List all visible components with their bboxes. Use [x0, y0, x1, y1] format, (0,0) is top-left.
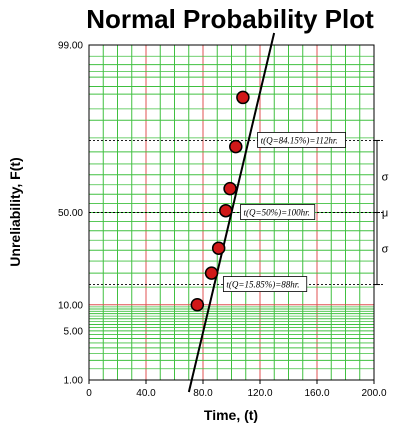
- annotation: t(Q=50%)=100hr.: [240, 204, 316, 220]
- side-label: μ: [382, 208, 388, 220]
- y-tick-label: 1.00: [64, 376, 84, 387]
- y-axis-label: Unreliability, F(t): [7, 157, 23, 266]
- annotation: t(Q=84.15%)=112hr.: [257, 132, 346, 148]
- x-tick-label: 200.0: [361, 388, 386, 399]
- x-tick-label: 0: [86, 388, 92, 399]
- sigma-mu-brackets: σ μ σ: [374, 139, 389, 286]
- side-label: σ: [382, 244, 389, 256]
- x-axis-label: Time, (t): [204, 407, 258, 423]
- y-axis-ticks: 1.00 5.00 10.00 50.00 99.00: [58, 41, 83, 387]
- y-tick-label: 99.00: [58, 41, 83, 52]
- x-axis-ticks: 0 40.0 80.0 120.0 160.0 200.0: [86, 380, 387, 399]
- annotation-text: t(Q=50%)=100hr.: [244, 208, 310, 218]
- side-label: σ: [382, 171, 389, 183]
- data-point: [229, 139, 243, 154]
- annotation-box: [222, 276, 308, 292]
- y-tick-label: 10.00: [58, 300, 83, 311]
- x-tick-label: 120.0: [247, 388, 272, 399]
- annotations: t(Q=84.15%)=112hr. t(Q=50%)=100hr. t(Q=15.…: [222, 132, 346, 292]
- data-point: [219, 203, 233, 218]
- x-tick-label: 40.0: [136, 388, 156, 399]
- data-point: [190, 298, 205, 312]
- chart-title: Normal Probability Plot: [86, 4, 374, 34]
- y-tick-label: 5.00: [64, 326, 84, 337]
- annotation-box: [257, 132, 346, 148]
- data-points: [190, 90, 250, 312]
- x-tick-label: 160.0: [304, 388, 329, 399]
- data-point: [236, 90, 250, 105]
- annotation-text: t(Q=15.85%)=88hr.: [226, 280, 299, 290]
- data-point: [223, 181, 237, 196]
- x-tick-label: 80.0: [193, 388, 213, 399]
- data-point: [204, 266, 219, 280]
- annotation-box: [240, 204, 316, 220]
- annotation-text: t(Q=84.15%)=112hr.: [261, 135, 338, 145]
- y-tick-label: 50.00: [58, 208, 83, 219]
- data-point: [211, 241, 226, 255]
- annotation: t(Q=15.85%)=88hr.: [222, 276, 308, 292]
